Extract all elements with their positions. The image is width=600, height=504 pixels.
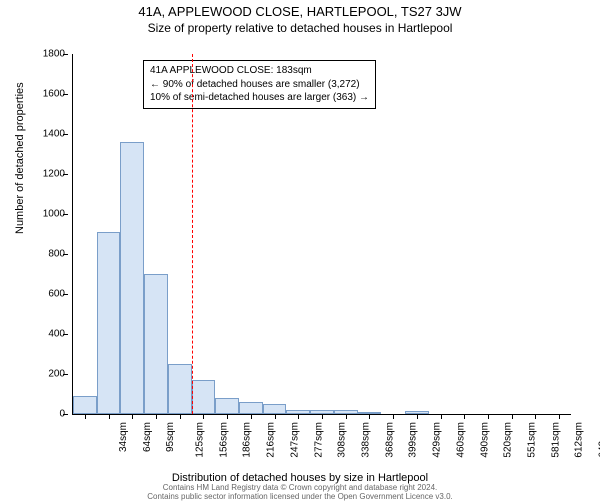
- footer-attribution: Contains HM Land Registry data © Crown c…: [0, 483, 600, 502]
- histogram-bar: [239, 402, 263, 414]
- chart-container: 41A, APPLEWOOD CLOSE, HARTLEPOOL, TS27 3…: [0, 4, 600, 504]
- x-tick: [559, 414, 560, 419]
- histogram-bar: [192, 380, 216, 414]
- x-tick-label: 338sqm: [361, 422, 372, 458]
- x-tick: [275, 414, 276, 419]
- x-tick: [417, 414, 418, 419]
- x-tick-label: 216sqm: [266, 422, 277, 458]
- x-tick: [251, 414, 252, 419]
- x-tick: [132, 414, 133, 419]
- chart-subtitle: Size of property relative to detached ho…: [0, 21, 600, 35]
- info-line: 10% of semi-detached houses are larger (…: [150, 91, 369, 105]
- x-tick: [488, 414, 489, 419]
- reference-line: [192, 54, 193, 414]
- x-tick-label: 460sqm: [455, 422, 466, 458]
- y-tick-label: 0: [59, 409, 65, 420]
- y-axis-label: Number of detached properties: [14, 82, 26, 234]
- x-tick-label: 581sqm: [550, 422, 561, 458]
- y-tick-label: 1400: [43, 129, 65, 140]
- y-tick-label: 1200: [43, 169, 65, 180]
- y-tick-label: 1000: [43, 209, 65, 220]
- x-tick-label: 520sqm: [503, 422, 514, 458]
- x-tick: [156, 414, 157, 419]
- y-tick-label: 600: [48, 289, 65, 300]
- y-tick-label: 1800: [43, 49, 65, 60]
- page-title: 41A, APPLEWOOD CLOSE, HARTLEPOOL, TS27 3…: [0, 4, 600, 19]
- histogram-bar: [168, 364, 192, 414]
- x-tick: [512, 414, 513, 419]
- histogram-bar: [97, 232, 121, 414]
- histogram-bar: [215, 398, 239, 414]
- x-tick: [441, 414, 442, 419]
- x-tick-label: 551sqm: [527, 422, 538, 458]
- x-tick: [203, 414, 204, 419]
- info-line: 41A APPLEWOOD CLOSE: 183sqm: [150, 64, 369, 78]
- x-tick: [535, 414, 536, 419]
- x-tick-label: 247sqm: [289, 422, 300, 458]
- histogram-bar: [144, 274, 168, 414]
- info-line: ← 90% of detached houses are smaller (3,…: [150, 78, 369, 92]
- y-tick-label: 400: [48, 329, 65, 340]
- x-tick: [393, 414, 394, 419]
- histogram-bar: [120, 142, 144, 414]
- x-tick-label: 156sqm: [218, 422, 229, 458]
- x-tick-label: 95sqm: [165, 422, 176, 452]
- footer-line: Contains public sector information licen…: [0, 492, 600, 502]
- chart-area: 41A APPLEWOOD CLOSE: 183sqm ← 90% of det…: [72, 54, 571, 415]
- x-tick: [109, 414, 110, 419]
- x-tick-label: 186sqm: [242, 422, 253, 458]
- x-tick-label: 429sqm: [432, 422, 443, 458]
- y-tick-label: 800: [48, 249, 65, 260]
- y-tick-label: 1600: [43, 89, 65, 100]
- x-tick-label: 125sqm: [195, 422, 206, 458]
- x-tick-label: 368sqm: [384, 422, 395, 458]
- x-tick: [346, 414, 347, 419]
- x-tick: [298, 414, 299, 419]
- footer-line: Contains HM Land Registry data © Crown c…: [0, 483, 600, 493]
- x-tick: [369, 414, 370, 419]
- x-tick: [180, 414, 181, 419]
- x-tick-label: 399sqm: [408, 422, 419, 458]
- y-tick-label: 200: [48, 369, 65, 380]
- x-tick-label: 64sqm: [142, 422, 153, 452]
- x-tick-label: 34sqm: [118, 422, 129, 452]
- x-tick-label: 277sqm: [313, 422, 324, 458]
- x-tick: [85, 414, 86, 419]
- x-tick-label: 612sqm: [574, 422, 585, 458]
- x-tick-label: 490sqm: [479, 422, 490, 458]
- x-tick: [227, 414, 228, 419]
- x-tick-label: 308sqm: [337, 422, 348, 458]
- histogram-bar: [73, 396, 97, 414]
- info-box: 41A APPLEWOOD CLOSE: 183sqm ← 90% of det…: [143, 60, 376, 109]
- x-tick: [464, 414, 465, 419]
- histogram-bar: [263, 404, 287, 414]
- x-tick: [322, 414, 323, 419]
